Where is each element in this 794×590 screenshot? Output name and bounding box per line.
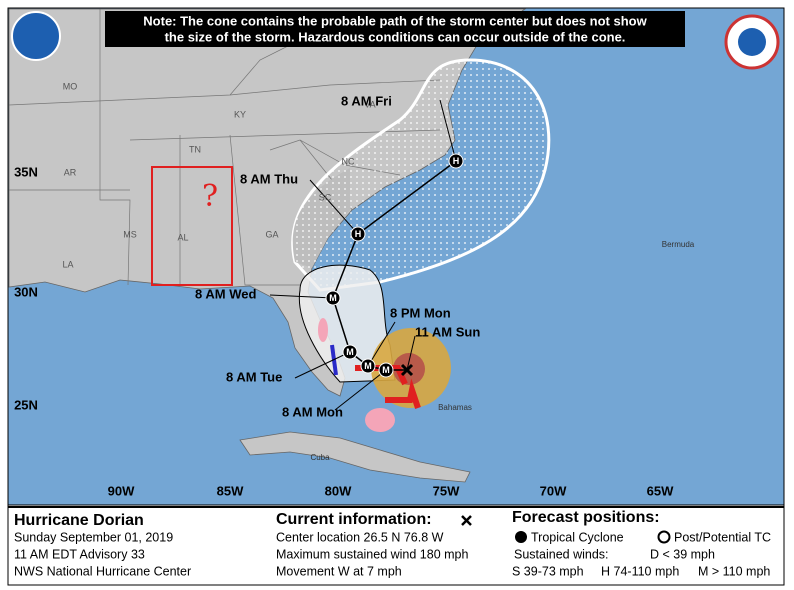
legend-text: Movement W at 7 mph <box>276 564 402 578</box>
place-label: Bermuda <box>662 240 695 249</box>
legend-text: Hurricane Dorian <box>14 512 144 529</box>
noaa-logo <box>11 11 61 61</box>
marker-letter: M <box>346 347 354 357</box>
forecast-label: 8 AM Wed <box>195 286 256 301</box>
forecast-marker <box>360 358 376 374</box>
forecast-marker <box>378 362 394 378</box>
forecast-label: 8 AM Mon <box>282 404 343 419</box>
forecast-label: 8 PM Mon <box>390 305 451 320</box>
lat-label: 35N <box>14 164 38 179</box>
note: the size of the storm. Hazardous conditi… <box>165 29 626 44</box>
state-label: LA <box>62 259 73 269</box>
legend-tc-icon <box>515 531 527 543</box>
place-label: Cuba <box>310 453 330 462</box>
lon-label: 90W <box>108 483 135 498</box>
legend-text: Maximum sustained wind 180 mph <box>276 547 468 561</box>
watch-bahamas <box>365 408 395 432</box>
leader-lines <box>269 99 457 411</box>
lat-label: 25N <box>14 397 38 412</box>
marker-letter: M <box>329 293 337 303</box>
cone-day45-land <box>292 168 350 268</box>
lon-label: 65W <box>647 483 674 498</box>
highlight-box <box>151 166 233 286</box>
legend-text: Center location 26.5 N 76.8 W <box>276 530 444 544</box>
forecast-marker <box>325 290 341 306</box>
cone-day13 <box>298 264 396 383</box>
legend-text: Post/Potential TC <box>674 530 771 544</box>
legend-panel <box>7 504 785 586</box>
state-label: MS <box>123 229 137 239</box>
note-box <box>105 11 685 47</box>
forecast-marker <box>342 344 358 360</box>
state-label: MO <box>63 81 78 91</box>
legend-text: S 39-73 mph <box>512 564 584 578</box>
forecast-label: 11 AM Sun <box>415 324 480 339</box>
forecast-label: 8 AM Thu <box>240 171 298 186</box>
lon-label: 80W <box>325 483 352 498</box>
state-label: AR <box>64 167 77 177</box>
marker-letter: H <box>453 156 460 166</box>
watch-coast <box>318 318 328 342</box>
marker-letter: H <box>355 229 362 239</box>
lon-label: 85W <box>217 483 244 498</box>
state-label: KY <box>234 109 246 119</box>
nws-logo-inner <box>738 28 766 56</box>
forecast-marker <box>350 226 366 242</box>
legend-text: M > 110 mph <box>698 564 770 578</box>
state-label: SC <box>319 192 332 202</box>
lon-label: 75W <box>433 483 460 498</box>
legend-post-icon <box>657 530 671 544</box>
marker-letter: M <box>382 365 390 375</box>
state-label: VA <box>364 99 375 109</box>
legend-text: Sustained winds: <box>514 547 609 561</box>
marker-letter: M <box>364 361 372 371</box>
note: Note: The cone contains the probable pat… <box>143 13 647 28</box>
legend-text: D < 39 mph <box>650 547 715 561</box>
legend-text: 11 AM EDT Advisory 33 <box>14 547 145 561</box>
legend-text: Forecast positions: <box>512 509 660 526</box>
state-label: TN <box>189 144 201 154</box>
forecast-label: 8 AM Tue <box>226 369 282 384</box>
legend-text: Sunday September 01, 2019 <box>14 530 173 544</box>
annotation: ? <box>202 179 218 214</box>
forecast-label: 8 AM Fri <box>341 93 392 108</box>
cuba <box>239 431 471 483</box>
legend-text: H 74-110 mph <box>601 564 679 578</box>
state-label: NC <box>342 156 355 166</box>
legend-text: Current information: <box>276 511 432 528</box>
lat-label: 30N <box>14 284 38 299</box>
legend-text: Tropical Cyclone <box>531 530 624 544</box>
state-label: GA <box>265 229 278 239</box>
legend-text: NWS National Hurricane Center <box>14 564 191 578</box>
state-label: AL <box>177 232 188 242</box>
lon-label: 70W <box>540 483 567 498</box>
forecast-marker <box>448 153 464 169</box>
place-label: Bahamas <box>438 403 472 412</box>
